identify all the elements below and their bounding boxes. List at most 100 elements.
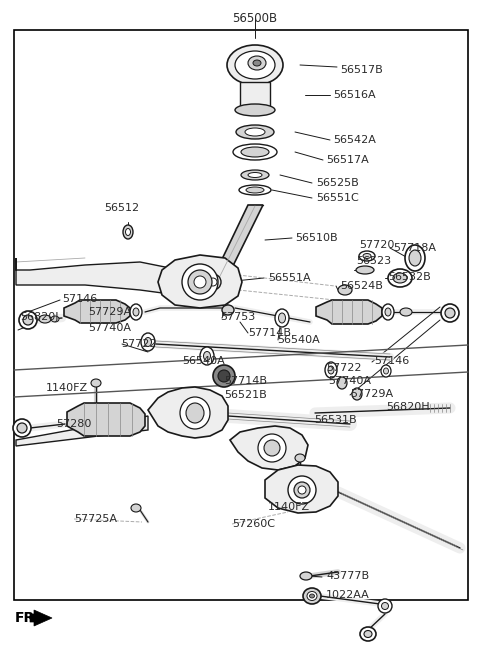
Polygon shape	[158, 255, 242, 308]
Ellipse shape	[400, 308, 412, 316]
Ellipse shape	[182, 264, 218, 300]
Text: 56540A: 56540A	[277, 335, 320, 345]
Ellipse shape	[328, 366, 334, 374]
Ellipse shape	[393, 273, 407, 283]
Ellipse shape	[388, 269, 412, 287]
Polygon shape	[64, 300, 130, 323]
Text: 57740A: 57740A	[88, 323, 131, 333]
Ellipse shape	[359, 251, 375, 261]
Ellipse shape	[245, 128, 265, 136]
Ellipse shape	[188, 270, 212, 294]
Ellipse shape	[384, 368, 388, 374]
Polygon shape	[30, 610, 52, 626]
Polygon shape	[16, 416, 148, 446]
Ellipse shape	[91, 379, 101, 387]
Text: 1140FZ: 1140FZ	[268, 502, 310, 512]
Text: 56512: 56512	[105, 203, 140, 213]
Ellipse shape	[233, 144, 277, 160]
Ellipse shape	[125, 228, 131, 236]
Ellipse shape	[278, 313, 286, 323]
Ellipse shape	[378, 599, 392, 613]
Ellipse shape	[131, 504, 141, 512]
Text: 57729A: 57729A	[350, 389, 393, 399]
Ellipse shape	[385, 308, 391, 316]
Ellipse shape	[363, 254, 371, 258]
Text: 56517B: 56517B	[340, 65, 383, 75]
Ellipse shape	[241, 170, 269, 180]
Ellipse shape	[194, 276, 206, 288]
Text: 56500B: 56500B	[232, 12, 277, 25]
Ellipse shape	[300, 572, 312, 580]
Ellipse shape	[235, 51, 275, 79]
Ellipse shape	[382, 304, 394, 320]
Text: 56820J: 56820J	[20, 312, 59, 322]
Text: 56525B: 56525B	[316, 178, 359, 188]
Text: 57280: 57280	[56, 419, 91, 429]
Ellipse shape	[213, 365, 235, 387]
Ellipse shape	[218, 370, 230, 382]
Text: 56521B: 56521B	[224, 390, 267, 400]
Ellipse shape	[186, 403, 204, 423]
Text: 57146: 57146	[62, 294, 97, 304]
Polygon shape	[316, 300, 382, 324]
Ellipse shape	[200, 347, 214, 365]
Text: 56551A: 56551A	[268, 273, 311, 283]
Ellipse shape	[356, 266, 374, 274]
Ellipse shape	[295, 454, 305, 462]
Ellipse shape	[445, 308, 455, 318]
Text: 56516A: 56516A	[333, 90, 376, 100]
Ellipse shape	[294, 482, 310, 498]
Ellipse shape	[364, 630, 372, 637]
Polygon shape	[230, 426, 308, 470]
Ellipse shape	[130, 304, 142, 320]
Ellipse shape	[288, 476, 316, 504]
Ellipse shape	[141, 333, 155, 351]
Polygon shape	[265, 465, 338, 513]
Text: 1022AA: 1022AA	[326, 590, 370, 600]
Text: 56542A: 56542A	[333, 135, 376, 145]
Ellipse shape	[325, 362, 337, 378]
Ellipse shape	[381, 365, 391, 377]
Ellipse shape	[180, 397, 210, 429]
Text: 1140FZ: 1140FZ	[46, 383, 88, 393]
Ellipse shape	[337, 377, 347, 389]
Ellipse shape	[123, 225, 133, 239]
Polygon shape	[240, 82, 270, 108]
Text: 57722: 57722	[326, 363, 361, 373]
Text: 57718A: 57718A	[393, 243, 436, 253]
Polygon shape	[213, 205, 263, 278]
Ellipse shape	[39, 315, 51, 323]
Ellipse shape	[222, 305, 234, 315]
Text: 57714B: 57714B	[248, 328, 291, 338]
Text: 56524B: 56524B	[340, 281, 383, 291]
Ellipse shape	[409, 250, 421, 266]
Text: 56523: 56523	[356, 256, 391, 266]
Text: 57753: 57753	[220, 312, 255, 322]
Ellipse shape	[303, 588, 321, 604]
Ellipse shape	[298, 486, 306, 494]
Ellipse shape	[310, 594, 314, 598]
Text: 43777B: 43777B	[326, 571, 369, 581]
Text: 57740A: 57740A	[328, 376, 371, 386]
Text: 56510B: 56510B	[295, 233, 337, 243]
Ellipse shape	[338, 285, 352, 295]
Text: 56820H: 56820H	[386, 402, 430, 412]
Text: 57729A: 57729A	[88, 307, 131, 317]
Ellipse shape	[227, 45, 283, 85]
Polygon shape	[148, 387, 228, 438]
Text: 57725A: 57725A	[74, 514, 117, 524]
Ellipse shape	[239, 185, 271, 195]
Ellipse shape	[253, 60, 261, 66]
Ellipse shape	[360, 627, 376, 641]
Ellipse shape	[144, 337, 152, 347]
Text: 57146: 57146	[374, 356, 409, 366]
Ellipse shape	[235, 104, 275, 116]
Text: FR.: FR.	[15, 611, 41, 625]
Ellipse shape	[405, 245, 425, 271]
Ellipse shape	[51, 316, 59, 322]
Ellipse shape	[236, 125, 274, 139]
Text: 56517A: 56517A	[326, 155, 369, 165]
Polygon shape	[14, 30, 468, 600]
Polygon shape	[16, 258, 200, 294]
Ellipse shape	[264, 440, 280, 456]
